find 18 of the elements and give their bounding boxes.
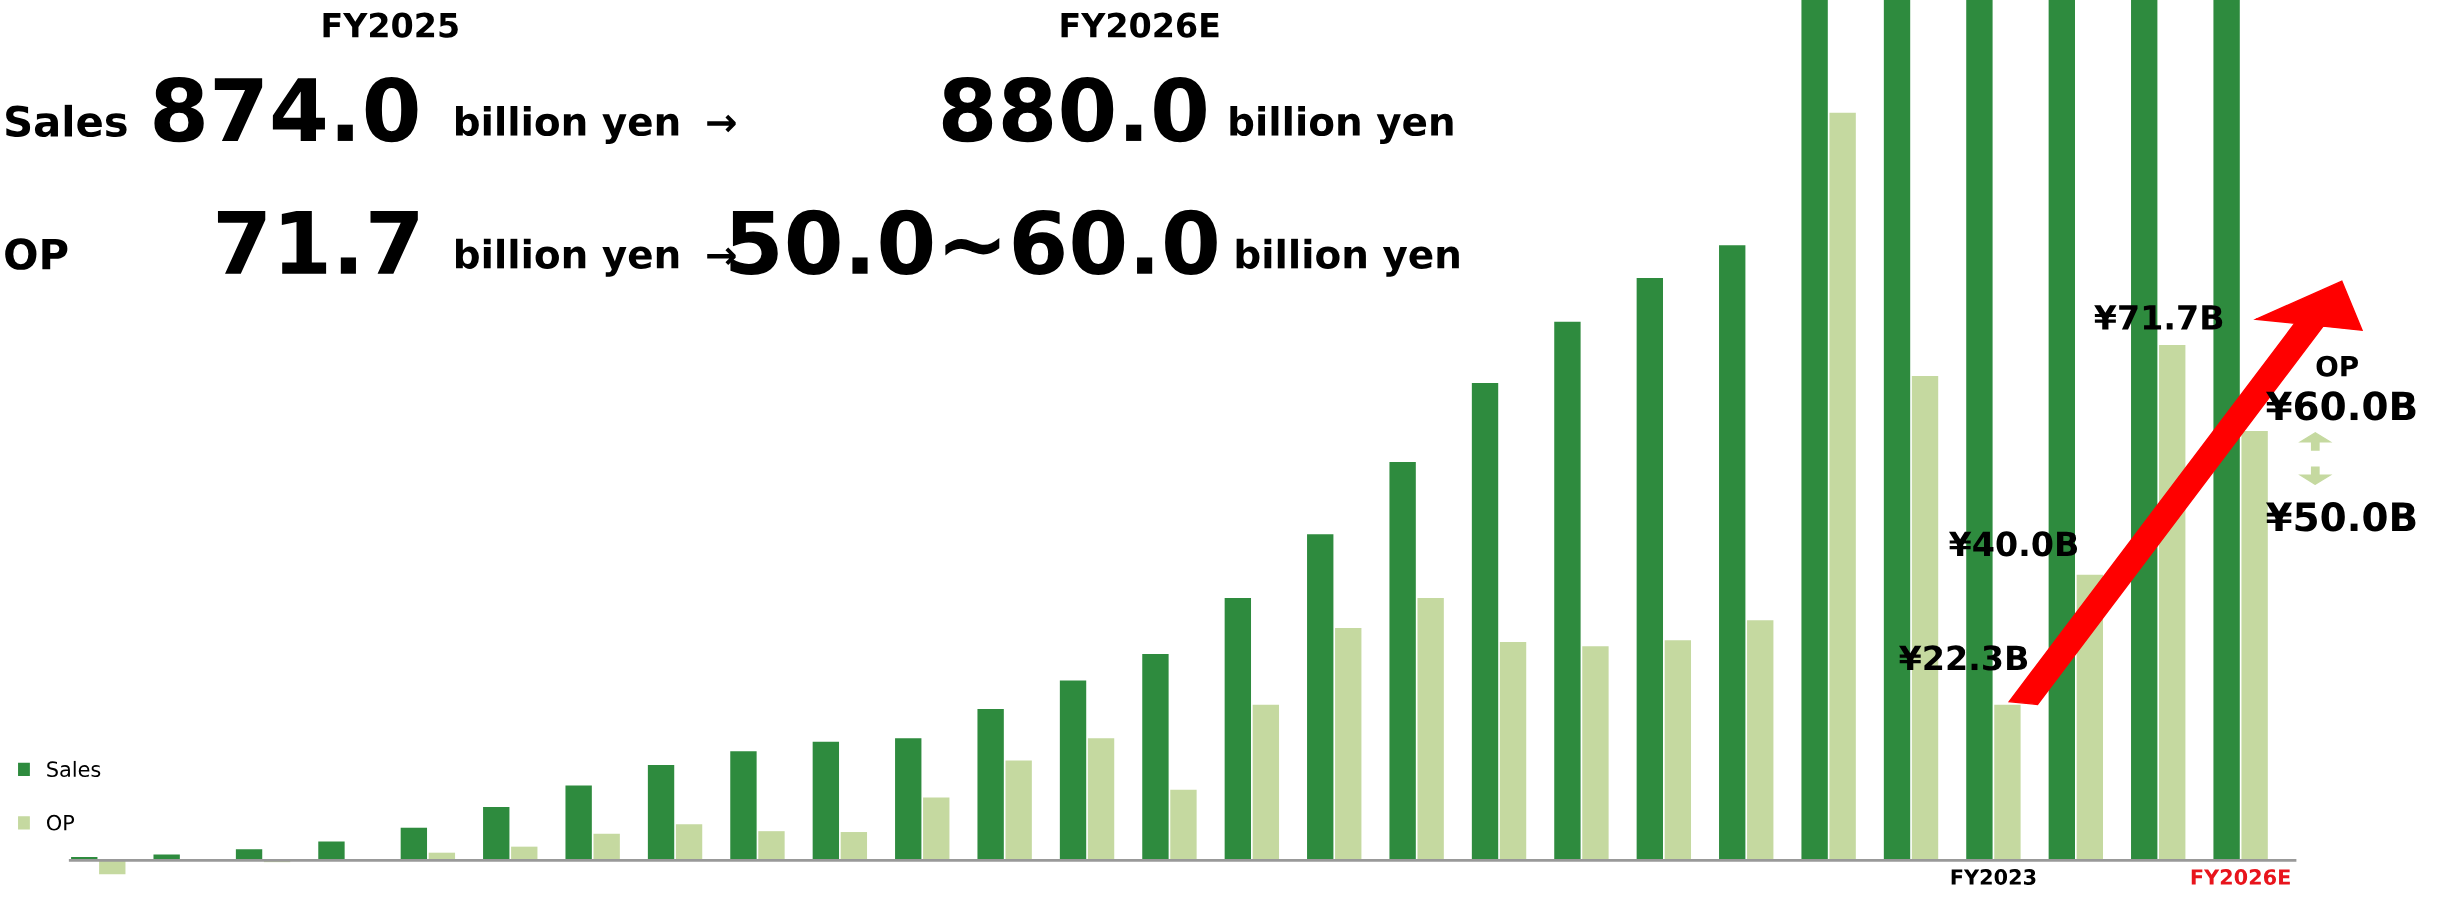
x-tick-label: FY2023	[1951, 869, 2036, 885]
annotation: billion yen	[1230, 106, 1453, 144]
legend-label: Sales	[47, 760, 101, 778]
annotation: FY2026E	[1061, 12, 1219, 38]
text: OP	[2316, 355, 2358, 377]
annotation: →	[707, 114, 736, 133]
annotation: ¥50.0B	[2265, 502, 2416, 532]
annotation: 874.0	[154, 77, 418, 143]
annotation: Sales	[6, 104, 127, 138]
annotation: ¥60.0B	[2265, 391, 2416, 421]
text: OP	[5, 238, 68, 270]
legend-label: OP	[47, 814, 75, 831]
annotation: 71.7	[217, 210, 418, 274]
annotation: billion yen	[456, 106, 679, 144]
annotation: billion yen	[1236, 238, 1459, 277]
annotation: 880.0	[942, 77, 1206, 143]
annotation: FY2025	[323, 12, 458, 38]
annotation: billion yen	[456, 238, 679, 277]
